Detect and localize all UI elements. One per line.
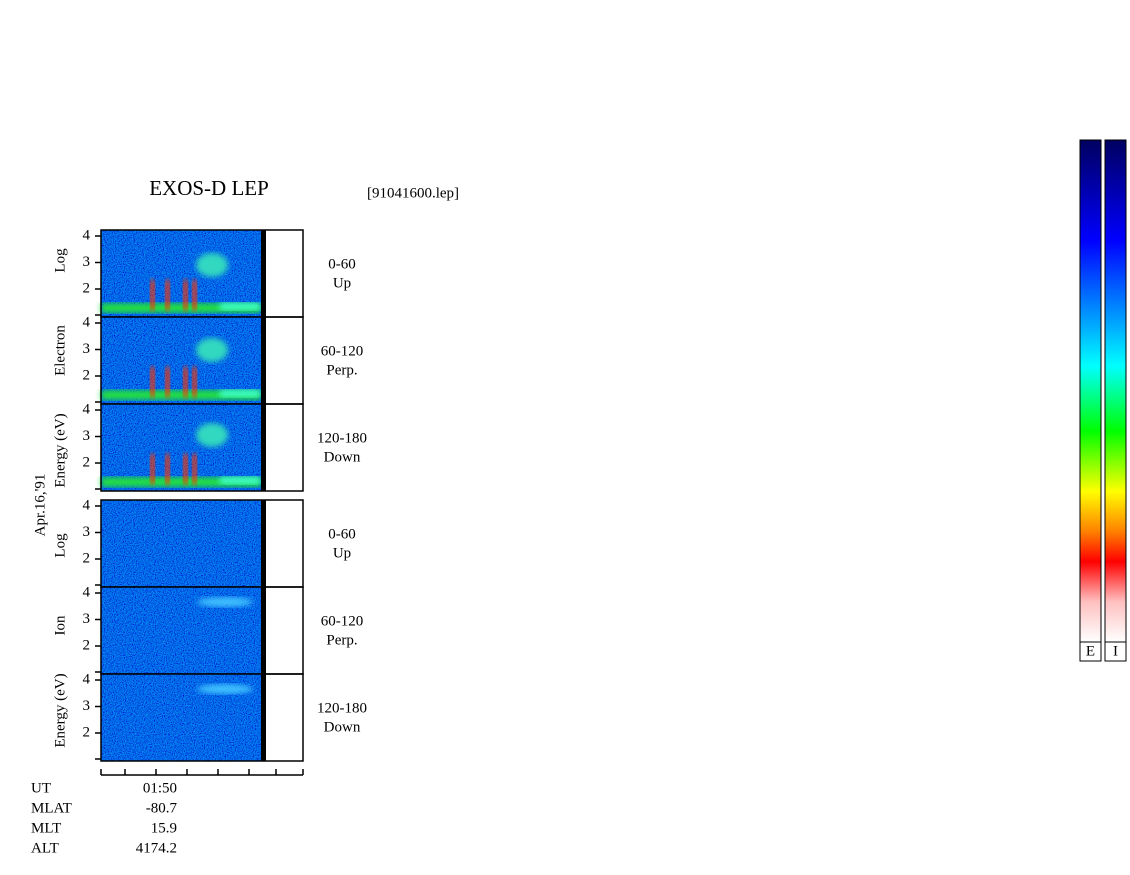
y-tick-label: 3 bbox=[83, 341, 91, 357]
color-bar-box bbox=[1104, 641, 1127, 662]
panel-range: 120-180 bbox=[317, 700, 367, 716]
y-tick-label: 2 bbox=[83, 550, 91, 566]
panel-direction: Up bbox=[333, 545, 351, 561]
feature bbox=[101, 477, 261, 487]
feature bbox=[196, 338, 228, 362]
feature bbox=[196, 253, 228, 277]
footer-label: UT bbox=[31, 780, 51, 796]
spectrogram-noise bbox=[101, 500, 265, 587]
panel-direction: Perp. bbox=[326, 632, 357, 648]
y-tick-label: 3 bbox=[83, 428, 91, 444]
feature bbox=[197, 597, 253, 607]
axis-label: Energy (eV) bbox=[52, 413, 68, 487]
y-tick-label: 3 bbox=[83, 254, 91, 270]
axis-label: Energy (eV) bbox=[52, 673, 68, 747]
y-tick-label: 4 bbox=[83, 227, 91, 243]
panel-frame bbox=[100, 403, 304, 492]
feature bbox=[150, 454, 155, 484]
panel-range: 0-60 bbox=[328, 256, 356, 272]
color-bar-label: E bbox=[1086, 643, 1095, 659]
panel-frame bbox=[100, 673, 304, 762]
footer-label: MLT bbox=[31, 820, 61, 836]
feature bbox=[220, 477, 260, 484]
color-bar-box bbox=[1079, 641, 1102, 662]
feature bbox=[165, 367, 170, 397]
y-tick-label: 4 bbox=[83, 584, 91, 600]
panel-range: 60-120 bbox=[321, 613, 364, 629]
panel-edge bbox=[261, 230, 266, 317]
panel-edge bbox=[261, 317, 266, 404]
feature bbox=[101, 390, 261, 400]
y-tick-label: 2 bbox=[83, 280, 91, 296]
footer-label: ALT bbox=[31, 840, 59, 856]
panel-edge bbox=[261, 587, 266, 674]
y-tick-label: 4 bbox=[83, 314, 91, 330]
panel-direction: Down bbox=[324, 719, 361, 735]
y-tick-label: 2 bbox=[83, 637, 91, 653]
axis-label: Electron bbox=[52, 325, 68, 376]
color-bar-label: I bbox=[1113, 643, 1118, 659]
y-tick-label: 2 bbox=[83, 724, 91, 740]
footer-value: -80.7 bbox=[146, 800, 178, 816]
feature bbox=[183, 367, 188, 397]
axis-label: Ion bbox=[52, 615, 68, 635]
feature bbox=[150, 280, 155, 310]
footer-value: 01:50 bbox=[143, 780, 177, 796]
y-tick-label: 4 bbox=[83, 497, 91, 513]
y-tick-label: 3 bbox=[83, 524, 91, 540]
y-tick-label: 2 bbox=[83, 367, 91, 383]
feature bbox=[183, 280, 188, 310]
feature bbox=[192, 367, 197, 397]
feature bbox=[192, 280, 197, 310]
y-tick-label: 3 bbox=[83, 698, 91, 714]
panel-direction: Up bbox=[333, 275, 351, 291]
feature bbox=[165, 454, 170, 484]
feature bbox=[220, 303, 260, 310]
y-tick-label: 2 bbox=[83, 454, 91, 470]
footer-value: 4174.2 bbox=[136, 840, 177, 856]
panel-range: 60-120 bbox=[321, 343, 364, 359]
feature bbox=[165, 280, 170, 310]
y-tick-label: 4 bbox=[83, 671, 91, 687]
feature bbox=[192, 454, 197, 484]
panel-direction: Down bbox=[324, 449, 361, 465]
date: Apr.16,'91 bbox=[32, 474, 48, 537]
panel-edge bbox=[261, 404, 266, 491]
y-tick-label: 3 bbox=[83, 611, 91, 627]
feature bbox=[183, 454, 188, 484]
footer-label: MLAT bbox=[31, 800, 72, 816]
feature bbox=[150, 367, 155, 397]
file-name: [91041600.lep] bbox=[367, 185, 459, 201]
color-bar bbox=[1079, 139, 1102, 643]
panel-edge bbox=[261, 500, 266, 587]
axis-label: Log bbox=[52, 533, 68, 558]
panel-edge bbox=[261, 674, 266, 761]
title: EXOS-D LEP bbox=[149, 176, 269, 200]
panel-range: 0-60 bbox=[328, 526, 356, 542]
y-tick-label: 4 bbox=[83, 401, 91, 417]
footer-value: 15.9 bbox=[151, 820, 177, 836]
color-bar bbox=[1104, 139, 1127, 643]
feature bbox=[196, 423, 228, 447]
feature bbox=[197, 684, 253, 694]
feature bbox=[220, 390, 260, 397]
axis-label: Log bbox=[52, 248, 68, 273]
feature bbox=[101, 303, 261, 313]
panel-range: 120-180 bbox=[317, 430, 367, 446]
panel-direction: Perp. bbox=[326, 362, 357, 378]
